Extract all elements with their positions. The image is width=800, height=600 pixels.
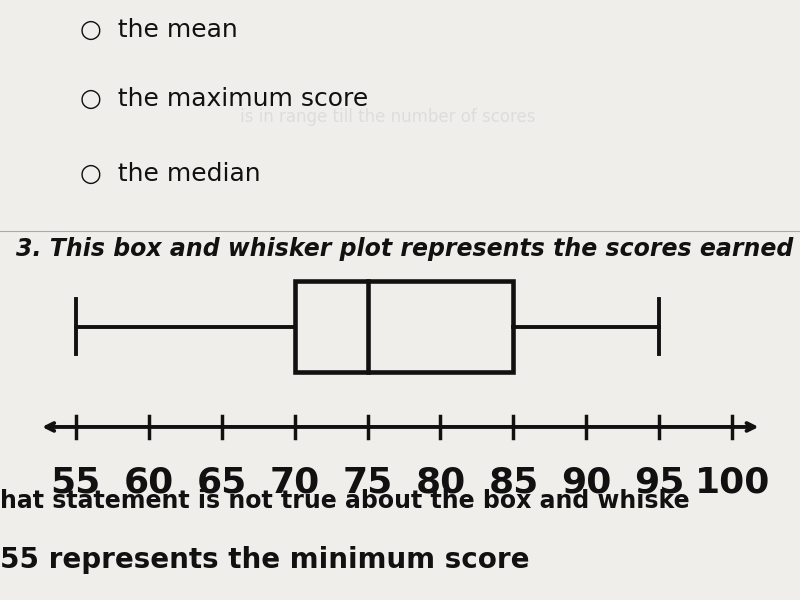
Text: 95: 95 bbox=[634, 466, 685, 500]
Text: 75: 75 bbox=[342, 466, 393, 500]
Text: 55: 55 bbox=[50, 466, 101, 500]
Text: 80: 80 bbox=[415, 466, 466, 500]
Bar bbox=[294, 281, 514, 372]
Text: 60: 60 bbox=[123, 466, 174, 500]
Text: is in range till the number of scores: is in range till the number of scores bbox=[240, 108, 535, 126]
Text: 3. This box and whisker plot represents the scores earned o: 3. This box and whisker plot represents … bbox=[16, 237, 800, 261]
Text: 65: 65 bbox=[197, 466, 246, 500]
Text: hat statement is not true about the box and whiske: hat statement is not true about the box … bbox=[0, 489, 690, 513]
Text: 55 represents the minimum score: 55 represents the minimum score bbox=[0, 546, 530, 574]
Text: 70: 70 bbox=[270, 466, 320, 500]
Text: ○  the maximum score: ○ the maximum score bbox=[80, 87, 368, 111]
Text: ○  the mean: ○ the mean bbox=[80, 18, 238, 42]
Text: 100: 100 bbox=[694, 466, 770, 500]
Text: 90: 90 bbox=[561, 466, 611, 500]
Text: ○  the median: ○ the median bbox=[80, 162, 261, 186]
Text: 85: 85 bbox=[488, 466, 538, 500]
